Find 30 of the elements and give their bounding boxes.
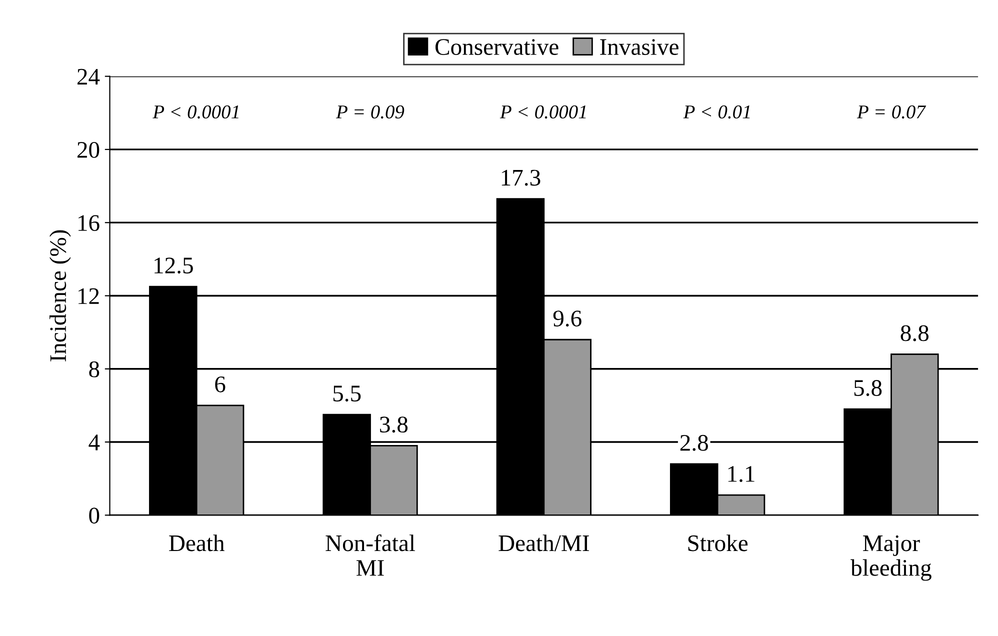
y-axis-title: Incidence (%)	[49, 230, 71, 362]
annotation: P < 0.0001	[152, 105, 238, 119]
legend-label: Invasive	[600, 39, 678, 55]
data-label: 5.5	[333, 386, 361, 402]
annotation: P = 0.09	[336, 105, 404, 119]
y-tick-label: 16	[78, 215, 100, 232]
data-label: 1.1	[728, 466, 754, 482]
annotation: P < 0.01	[683, 105, 750, 119]
data-label: 8.8	[900, 325, 929, 342]
data-label: 17.3	[502, 170, 540, 186]
y-tick-label: 4	[88, 434, 100, 450]
data-label: 6	[215, 376, 226, 392]
annotation: P = 0.07	[856, 105, 926, 119]
x-tick-label: Death	[169, 534, 224, 552]
x-tick-label: Stroke	[688, 534, 748, 552]
y-tick-label: 8	[89, 361, 100, 378]
data-label: 12.5	[154, 258, 193, 274]
data-label: 2.8	[680, 434, 708, 451]
data-label: 3.8	[380, 416, 408, 433]
y-tick-label: 0	[89, 508, 100, 524]
annotation: P < 0.0001	[500, 105, 586, 119]
data-label: 9.6	[553, 310, 582, 327]
y-tick-label: 20	[77, 142, 100, 158]
x-tick-label: Death/MI	[498, 534, 589, 552]
x-tick-label: Major bleeding	[850, 535, 932, 581]
y-tick-label: 24	[77, 68, 100, 85]
data-label: 5.8	[854, 380, 882, 396]
x-tick-label: Non-fatal MI	[326, 534, 416, 576]
y-tick-label: 12	[78, 288, 99, 304]
legend-label: Conservative	[436, 39, 558, 55]
